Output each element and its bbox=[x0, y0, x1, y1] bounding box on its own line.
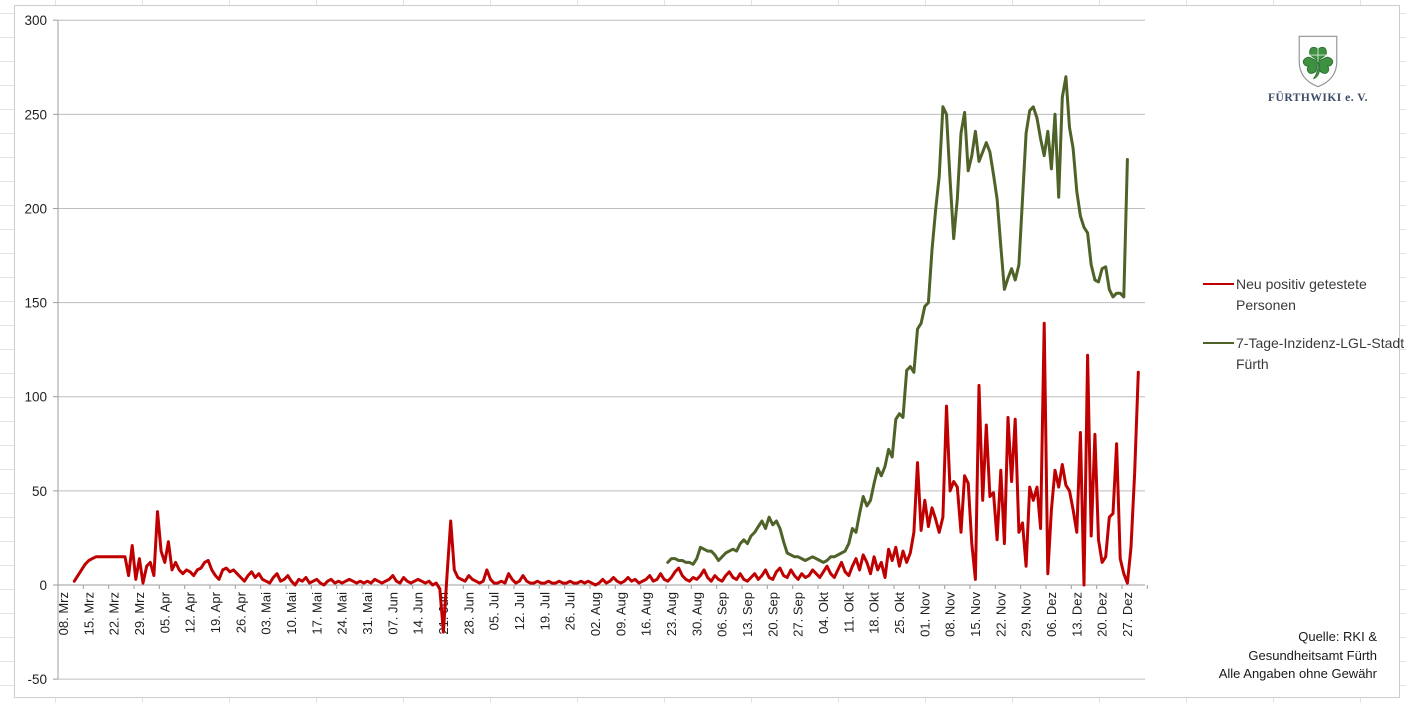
chart-legend: Neu positiv getestete Personen 7-Tage-In… bbox=[1203, 274, 1406, 392]
svg-text:24. Mai: 24. Mai bbox=[335, 592, 350, 635]
svg-text:200: 200 bbox=[24, 201, 47, 216]
legend-entry-neu-positiv[interactable]: Neu positiv getestete Personen bbox=[1203, 274, 1406, 316]
svg-text:03. Mai: 03. Mai bbox=[259, 592, 274, 635]
svg-text:13. Sep: 13. Sep bbox=[740, 592, 755, 637]
svg-text:05. Apr: 05. Apr bbox=[157, 591, 172, 633]
svg-text:27. Dez: 27. Dez bbox=[1120, 592, 1135, 637]
svg-text:08. Nov: 08. Nov bbox=[943, 592, 958, 637]
legend-label-inzidenz: 7-Tage-Inzidenz-LGL-Stadt Fürth bbox=[1236, 335, 1405, 372]
svg-text:14. Jun: 14. Jun bbox=[411, 592, 426, 635]
svg-text:18. Okt: 18. Okt bbox=[867, 592, 882, 634]
svg-text:50: 50 bbox=[32, 484, 47, 499]
shamrock-shield-icon bbox=[1298, 35, 1338, 88]
svg-text:05. Jul: 05. Jul bbox=[487, 592, 502, 630]
logo-caption: FÜRTHWIKI e. V. bbox=[1268, 92, 1368, 104]
source-line-3: Alle Angaben ohne Gewähr bbox=[1218, 666, 1377, 681]
svg-text:04. Okt: 04. Okt bbox=[816, 592, 831, 634]
svg-text:30. Aug: 30. Aug bbox=[689, 592, 704, 636]
svg-text:12. Apr: 12. Apr bbox=[183, 591, 198, 633]
svg-text:29. Nov: 29. Nov bbox=[1019, 592, 1034, 637]
chart-object[interactable]: 300 250 200 150 100 50 0 -50 08. Mrz 15. Mrz 22. M… bbox=[14, 5, 1404, 698]
series-line-inzidenz[interactable] bbox=[666, 75, 1129, 566]
legend-label-neu-positiv: Neu positiv getestete Personen bbox=[1236, 276, 1367, 313]
svg-text:17. Mai: 17. Mai bbox=[309, 592, 324, 635]
svg-text:13. Dez: 13. Dez bbox=[1069, 592, 1084, 637]
legend-line-red-icon bbox=[1203, 283, 1234, 285]
svg-text:31. Mai: 31. Mai bbox=[360, 592, 375, 635]
series-line-neu-positiv[interactable] bbox=[72, 321, 1140, 634]
svg-text:06. Dez: 06. Dez bbox=[1044, 592, 1059, 637]
svg-text:23. Aug: 23. Aug bbox=[664, 592, 679, 636]
svg-text:11. Okt: 11. Okt bbox=[841, 592, 856, 633]
fuerthwiki-logo: FÜRTHWIKI e. V. bbox=[1258, 34, 1378, 104]
source-line-1: Quelle: RKI & bbox=[1298, 629, 1377, 644]
svg-text:28. Jun: 28. Jun bbox=[461, 592, 476, 635]
svg-text:10. Mai: 10. Mai bbox=[284, 592, 299, 635]
svg-text:02. Aug: 02. Aug bbox=[588, 592, 603, 636]
svg-text:07. Jun: 07. Jun bbox=[385, 592, 400, 635]
svg-text:250: 250 bbox=[24, 107, 47, 122]
svg-text:12. Jul: 12. Jul bbox=[512, 592, 527, 630]
svg-text:150: 150 bbox=[24, 296, 47, 311]
legend-entry-inzidenz[interactable]: 7-Tage-Inzidenz-LGL-Stadt Fürth bbox=[1203, 333, 1406, 375]
source-note: Quelle: RKI & Gesundheitsamt Fürth Alle … bbox=[1219, 628, 1377, 684]
svg-text:100: 100 bbox=[24, 390, 47, 405]
y-axis-labels: 300 250 200 150 100 50 0 -50 bbox=[24, 13, 47, 687]
legend-line-green-icon bbox=[1203, 342, 1234, 344]
svg-text:06. Sep: 06. Sep bbox=[715, 592, 730, 637]
svg-text:16. Aug: 16. Aug bbox=[639, 592, 654, 636]
svg-text:22. Mrz: 22. Mrz bbox=[107, 592, 122, 635]
svg-text:29. Mrz: 29. Mrz bbox=[132, 592, 147, 635]
svg-text:01. Nov: 01. Nov bbox=[917, 592, 932, 637]
svg-text:26. Apr: 26. Apr bbox=[233, 591, 248, 633]
svg-text:0: 0 bbox=[39, 578, 47, 593]
svg-text:20. Dez: 20. Dez bbox=[1095, 592, 1110, 637]
svg-text:15. Nov: 15. Nov bbox=[968, 592, 983, 637]
svg-text:08. Mrz: 08. Mrz bbox=[56, 592, 71, 635]
source-line-2: Gesundheitsamt Fürth bbox=[1248, 647, 1377, 663]
svg-text:27. Sep: 27. Sep bbox=[791, 592, 806, 637]
x-axis-labels: 08. Mrz 15. Mrz 22. Mrz 29. Mrz 05. Apr 12. A… bbox=[56, 591, 1135, 636]
svg-text:09. Aug: 09. Aug bbox=[613, 592, 628, 636]
svg-text:19. Apr: 19. Apr bbox=[208, 591, 223, 633]
svg-text:300: 300 bbox=[24, 13, 47, 28]
svg-text:25. Okt: 25. Okt bbox=[892, 592, 907, 634]
axes bbox=[53, 19, 1148, 680]
svg-text:26. Jul: 26. Jul bbox=[563, 592, 578, 630]
svg-text:15. Mrz: 15. Mrz bbox=[81, 592, 96, 635]
svg-text:22. Nov: 22. Nov bbox=[993, 592, 1008, 637]
svg-text:-50: -50 bbox=[27, 672, 47, 687]
svg-text:20. Sep: 20. Sep bbox=[765, 592, 780, 637]
svg-text:19. Jul: 19. Jul bbox=[537, 592, 552, 630]
